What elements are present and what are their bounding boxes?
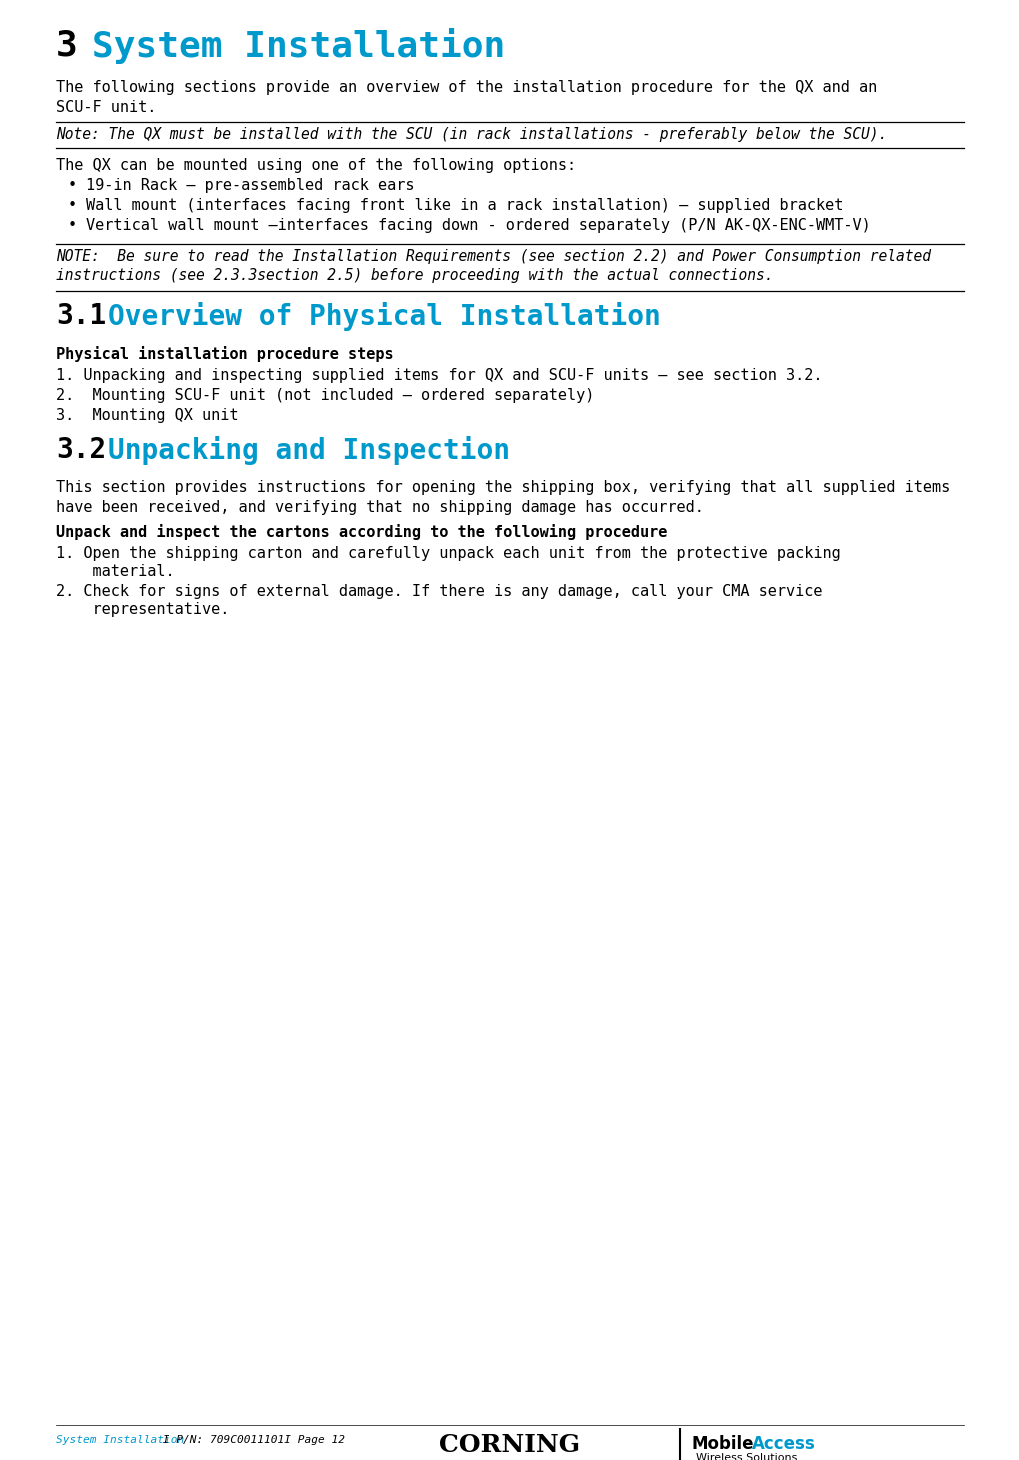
Text: Unpacking and Inspection: Unpacking and Inspection: [108, 437, 510, 464]
Text: representative.: representative.: [56, 602, 229, 618]
Text: Physical installation procedure steps: Physical installation procedure steps: [56, 346, 393, 362]
Text: SCU-F unit.: SCU-F unit.: [56, 99, 156, 115]
Text: Wall mount (interfaces facing front like in a rack installation) – supplied brac: Wall mount (interfaces facing front like…: [86, 199, 843, 213]
Text: This section provides instructions for opening the shipping box, verifying that : This section provides instructions for o…: [56, 480, 950, 495]
Text: System Installation: System Installation: [56, 1435, 184, 1445]
Text: 3.  Mounting QX unit: 3. Mounting QX unit: [56, 407, 238, 423]
Text: 1. Unpacking and inspecting supplied items for QX and SCU-F units – see section : 1. Unpacking and inspecting supplied ite…: [56, 368, 821, 383]
Text: 3.2: 3.2: [56, 437, 106, 464]
Text: •: •: [68, 218, 77, 234]
Text: 19-in Rack – pre-assembled rack ears: 19-in Rack – pre-assembled rack ears: [86, 178, 414, 193]
Text: NOTE:  Be sure to read the Installation Requirements (see section 2.2) and Power: NOTE: Be sure to read the Installation R…: [56, 250, 930, 264]
Text: 1. Open the shipping carton and carefully unpack each unit from the protective p: 1. Open the shipping carton and carefull…: [56, 546, 840, 561]
Text: material.: material.: [56, 564, 174, 580]
Text: System Installation: System Installation: [92, 28, 504, 64]
Text: 3.1: 3.1: [56, 302, 106, 330]
Text: 2.  Mounting SCU-F unit (not included – ordered separately): 2. Mounting SCU-F unit (not included – o…: [56, 388, 594, 403]
Text: •: •: [68, 199, 77, 213]
Text: have been received, and verifying that no shipping damage has occurred.: have been received, and verifying that n…: [56, 499, 703, 515]
Text: instructions (see 2.3.3section 2.5) before proceeding with the actual connection: instructions (see 2.3.3section 2.5) befo…: [56, 269, 772, 283]
Text: Overview of Physical Installation: Overview of Physical Installation: [108, 302, 660, 331]
Text: Unpack and inspect the cartons according to the following procedure: Unpack and inspect the cartons according…: [56, 524, 666, 540]
Text: I P/N: 709C0011101I Page 12: I P/N: 709C0011101I Page 12: [156, 1435, 344, 1445]
Text: Wireless Solutions: Wireless Solutions: [695, 1453, 797, 1460]
Text: Note: The QX must be installed with the SCU (in rack installations - preferably : Note: The QX must be installed with the …: [56, 127, 887, 142]
Text: The following sections provide an overview of the installation procedure for the: The following sections provide an overvi…: [56, 80, 876, 95]
Text: CORNING: CORNING: [439, 1434, 580, 1457]
Text: The QX can be mounted using one of the following options:: The QX can be mounted using one of the f…: [56, 158, 576, 172]
Text: Mobile: Mobile: [691, 1435, 754, 1453]
Text: Access: Access: [751, 1435, 815, 1453]
Text: •: •: [68, 178, 77, 193]
Text: Vertical wall mount –interfaces facing down - ordered separately (P/N AK-QX-ENC-: Vertical wall mount –interfaces facing d…: [86, 218, 870, 234]
Text: 2. Check for signs of external damage. If there is any damage, call your CMA ser: 2. Check for signs of external damage. I…: [56, 584, 821, 599]
Text: 3: 3: [56, 28, 77, 61]
